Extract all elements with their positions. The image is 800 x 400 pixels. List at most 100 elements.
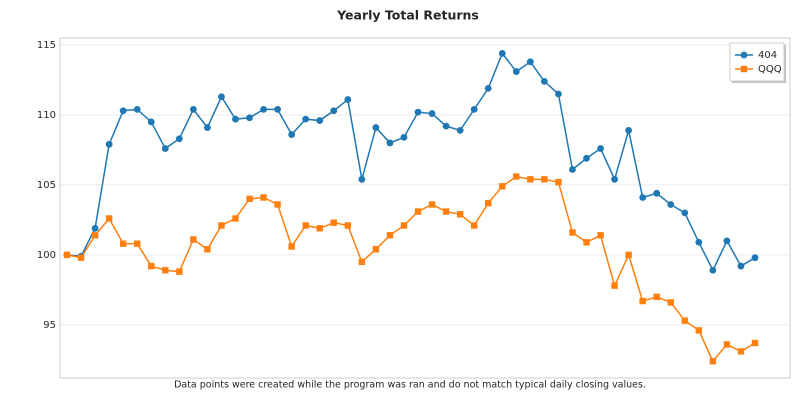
point (681, 317, 688, 324)
point (723, 341, 731, 348)
point (232, 215, 239, 222)
point (302, 222, 309, 229)
point (260, 105, 267, 113)
y-tick-label: 100 (37, 250, 56, 261)
legend-label: 404 (758, 50, 777, 61)
point (344, 96, 352, 103)
point (428, 201, 436, 208)
point (274, 201, 281, 208)
point (133, 105, 141, 113)
point (288, 243, 295, 250)
legend-marker (740, 65, 748, 73)
y-tick-label: 110 (37, 110, 56, 121)
point (400, 222, 408, 229)
point (456, 211, 464, 218)
point (260, 194, 267, 201)
point (499, 183, 506, 190)
series-line (66, 175, 756, 363)
point (555, 178, 562, 186)
point (246, 114, 253, 122)
point (442, 122, 450, 130)
point (344, 222, 352, 229)
point (555, 90, 562, 98)
chart-title: Yearly Total Returns (336, 8, 479, 23)
point (204, 246, 211, 253)
point (358, 258, 366, 266)
point (541, 176, 548, 183)
point (176, 268, 183, 275)
point (400, 133, 408, 141)
point (91, 232, 99, 239)
point (77, 254, 85, 261)
point (274, 105, 282, 113)
point (372, 246, 380, 253)
point (428, 110, 436, 117)
point (470, 105, 478, 113)
point (175, 135, 183, 143)
point (583, 154, 590, 162)
y-tick-label: 95 (43, 320, 56, 331)
point (653, 189, 661, 197)
y-tick-label: 115 (37, 40, 56, 51)
point (512, 68, 520, 75)
point (709, 266, 717, 274)
series-line (66, 51, 756, 272)
point (485, 199, 492, 207)
point (161, 145, 169, 152)
point (414, 208, 422, 215)
point (639, 297, 646, 305)
point (330, 107, 338, 115)
point (386, 139, 394, 147)
point (695, 327, 703, 334)
point (569, 166, 576, 173)
point (625, 126, 633, 134)
point (204, 124, 211, 131)
point (190, 236, 197, 243)
point (513, 173, 520, 180)
point (597, 145, 604, 152)
point (470, 222, 478, 229)
point (625, 251, 632, 259)
point (653, 293, 660, 301)
point (147, 118, 155, 126)
point (723, 237, 731, 245)
point (498, 49, 506, 57)
point (232, 115, 239, 123)
point (667, 201, 675, 208)
point (162, 267, 169, 274)
footnote: Data points were created while the progr… (174, 380, 646, 391)
point (611, 282, 618, 289)
point (358, 175, 366, 183)
point (105, 215, 113, 222)
point (597, 232, 604, 239)
point (526, 58, 534, 66)
y-tick-label: 105 (37, 180, 56, 191)
point (105, 140, 113, 148)
point (639, 194, 647, 201)
point (695, 238, 703, 246)
point (119, 240, 127, 247)
plot-frame (59, 37, 791, 379)
point (611, 175, 618, 183)
point (414, 108, 422, 116)
point (681, 209, 689, 217)
point (218, 93, 225, 101)
point (737, 348, 745, 355)
point (119, 107, 127, 115)
point (302, 115, 310, 123)
point (330, 219, 337, 226)
point (484, 84, 492, 92)
legend-label: QQQ (758, 64, 782, 75)
point (540, 77, 548, 85)
point (667, 299, 674, 306)
point (372, 124, 380, 131)
point (63, 251, 71, 259)
point (91, 224, 99, 232)
point (527, 176, 534, 183)
point (189, 105, 197, 113)
point (456, 126, 464, 134)
point (218, 222, 225, 229)
point (737, 262, 745, 270)
